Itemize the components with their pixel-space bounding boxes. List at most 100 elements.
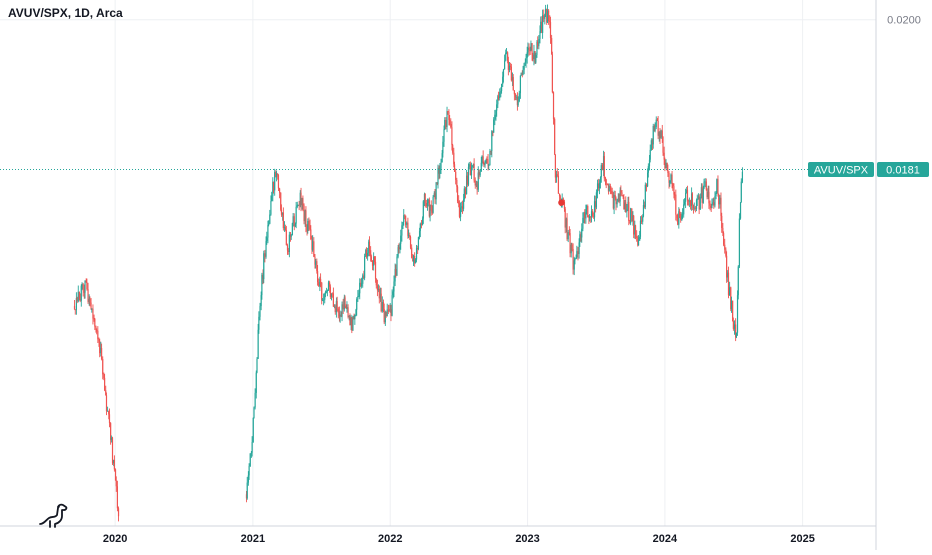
candle-body: [113, 459, 115, 470]
candle-body: [440, 162, 442, 169]
candle-body: [390, 309, 392, 316]
candle-body: [701, 187, 703, 203]
candle-body: [530, 43, 532, 51]
candle-body: [563, 201, 566, 209]
candle-body: [76, 298, 78, 302]
candle-body: [662, 136, 664, 153]
candle-body: [516, 96, 518, 106]
candle-body: [681, 214, 684, 216]
candle-body: [470, 167, 473, 176]
candle-body: [339, 314, 341, 317]
candle-body: [668, 173, 670, 183]
candle-body: [586, 206, 588, 210]
candle-body: [481, 156, 483, 163]
candle-body: [277, 173, 279, 176]
candle-body: [667, 169, 669, 174]
candle-body: [675, 194, 677, 215]
x-tick-label: 2025: [790, 533, 814, 545]
candle-body: [308, 221, 310, 226]
x-tick-label: 2021: [241, 533, 265, 545]
candle-body: [508, 65, 511, 70]
candle-body: [412, 255, 415, 262]
candle-body: [653, 126, 655, 131]
candle-body: [275, 172, 277, 178]
candle-body: [722, 227, 724, 234]
candle-body: [569, 233, 571, 254]
symbol-title[interactable]: AVUV/SPX, 1D, Arca: [8, 6, 123, 20]
candle-body: [672, 182, 674, 187]
candle-body: [461, 206, 464, 209]
candle-body: [251, 442, 253, 453]
candle-body: [630, 208, 632, 223]
candle-body: [637, 240, 640, 246]
candle-body: [620, 190, 622, 193]
candle-body: [720, 197, 722, 216]
candle-body: [360, 282, 362, 286]
candle-body: [496, 104, 498, 111]
candle-body: [263, 253, 265, 280]
candle-body: [674, 194, 676, 196]
candle-body: [642, 205, 645, 217]
candle-body: [573, 260, 575, 270]
candle-body: [333, 306, 336, 308]
candle-body: [431, 210, 433, 213]
candle-body: [529, 49, 531, 51]
candle-body: [585, 209, 587, 219]
candle-body: [422, 201, 424, 219]
candle-body: [316, 271, 319, 283]
candle-body: [424, 194, 426, 203]
candle-body: [443, 129, 445, 142]
candle-body: [271, 196, 273, 202]
candle-body: [265, 241, 267, 257]
candle-body: [399, 243, 401, 250]
candle-body: [426, 202, 429, 207]
candle-body: [314, 256, 316, 265]
candle-body: [661, 130, 663, 137]
axis-layer: [0, 0, 877, 550]
candle-body: [707, 191, 709, 198]
candle-body: [326, 291, 328, 293]
candle-body: [700, 187, 703, 198]
candle-body: [599, 177, 602, 183]
candle-body: [452, 145, 454, 153]
candle-body: [272, 181, 275, 191]
candle-body: [321, 299, 324, 301]
candle-body: [88, 298, 90, 302]
candle-body: [268, 223, 270, 226]
candle-body: [294, 223, 296, 227]
candle-body: [609, 185, 611, 189]
candle-body: [524, 61, 526, 63]
candle-body: [103, 374, 105, 378]
candle-body: [90, 302, 92, 310]
candle-body: [673, 186, 675, 195]
candle-body: [511, 77, 514, 81]
candle-body: [502, 76, 504, 84]
candle-body: [464, 188, 467, 195]
candle-body: [708, 191, 710, 204]
candle-body: [604, 178, 607, 180]
candle-body: [365, 250, 368, 257]
x-tick-label: 2024: [653, 533, 678, 545]
event-marker[interactable]: [558, 199, 565, 206]
candle-body: [660, 130, 662, 138]
candle-body: [356, 299, 358, 310]
candle-body: [648, 159, 651, 167]
candle-body: [615, 197, 617, 205]
candle-body: [596, 183, 599, 193]
candle-body: [490, 151, 492, 152]
candle-body: [543, 15, 545, 19]
candle-body: [520, 73, 522, 76]
symbol-label-bg: [808, 162, 874, 178]
candle-body: [576, 251, 578, 258]
candle-body: [568, 232, 570, 234]
candle-body: [423, 194, 426, 202]
candle-body: [545, 8, 547, 15]
candle-body: [345, 305, 347, 309]
dinosaur-icon[interactable]: [38, 502, 72, 528]
candle-body: [691, 193, 693, 205]
candle-body: [489, 151, 491, 166]
candle-body: [313, 241, 315, 257]
candle-body: [280, 209, 283, 215]
